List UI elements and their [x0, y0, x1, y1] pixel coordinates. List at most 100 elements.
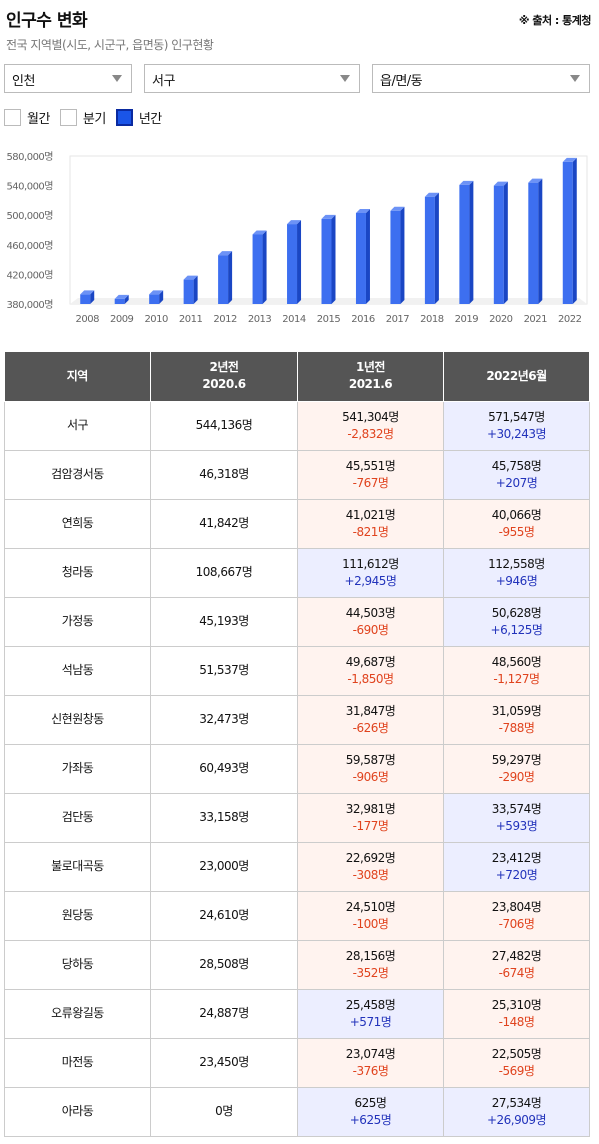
- bar-side-2020: [503, 181, 508, 304]
- cell-2021: 23,074명 -376명: [297, 1037, 444, 1088]
- change-2022: -1,127명: [493, 671, 540, 686]
- value-2022: 45,758명: [491, 458, 542, 473]
- value-2021: 541,304명: [342, 409, 399, 424]
- bar-side-2011: [193, 275, 198, 304]
- region-name: 연희동: [4, 498, 151, 549]
- population-bar-chart: 380,000명 420,000명 460,000명 500,000명 540,000명…: [6, 151, 588, 325]
- bar-top-2020: [493, 181, 508, 186]
- value-2020: 28,508명: [150, 939, 298, 990]
- change-2021: -352명: [352, 965, 389, 980]
- chevron-down-icon: [340, 75, 350, 82]
- value-2021: 625명: [354, 1095, 387, 1110]
- region-name: 불로대곡동: [4, 841, 151, 892]
- cell-2022: 50,628명 +6,125명: [443, 596, 590, 647]
- table-row: 신현원창동 32,473명 31,847명 -626명 31,059명 -788명: [4, 694, 590, 745]
- table-row: 당하동 28,508명 28,156명 -352명 27,482명 -674명: [4, 939, 590, 990]
- value-2022: 22,505명: [491, 1046, 542, 1061]
- cell-2021: 22,692명 -308명: [297, 841, 444, 892]
- checkbox-yearly[interactable]: [115, 109, 133, 126]
- value-2021: 44,503명: [345, 605, 396, 620]
- change-2022: +26,909명: [486, 1112, 547, 1127]
- change-2022: +30,243명: [486, 426, 547, 441]
- region-name: 마전동: [4, 1037, 151, 1088]
- period-option-quarterly[interactable]: 분기: [59, 108, 106, 127]
- sigungu-select[interactable]: 서구: [144, 64, 360, 93]
- table-row: 가좌동 60,493명 59,587명 -906명 59,297명 -290명: [4, 743, 590, 794]
- value-2021: 31,847명: [345, 703, 396, 718]
- bar-side-2012: [228, 251, 233, 304]
- value-2020: 32,473명: [150, 694, 298, 745]
- bar-side-2008: [90, 290, 95, 304]
- change-2022: -569명: [498, 1063, 535, 1078]
- bar-2014: [287, 224, 298, 304]
- period-option-monthly[interactable]: 월간: [4, 108, 50, 127]
- cell-2022: 40,066명 -955명: [443, 498, 590, 549]
- region-name: 청라동: [4, 547, 151, 598]
- value-2021: 41,021명: [345, 507, 396, 522]
- region-name: 아라동: [4, 1086, 151, 1137]
- chevron-down-icon: [570, 75, 580, 82]
- eupmyeondong-select[interactable]: 읍/면/동: [372, 64, 590, 93]
- table-row: 오류왕길동 24,887명 25,458명 +571명 25,310명 -148명: [4, 988, 590, 1039]
- cell-2021: 24,510명 -100명: [297, 890, 444, 941]
- x-tick-label: 2020: [489, 314, 513, 325]
- cell-2021: 49,687명 -1,850명: [297, 645, 444, 696]
- checkbox-monthly[interactable]: [4, 109, 21, 126]
- region-name: 당하동: [4, 939, 151, 990]
- bar-2009: [114, 298, 125, 304]
- value-2022: 27,482명: [491, 948, 542, 963]
- bar-2019: [459, 184, 470, 304]
- cell-2022: 27,534명 +26,909명: [443, 1086, 590, 1137]
- bar-top-2014: [287, 220, 302, 225]
- change-2021: +571명: [349, 1014, 392, 1029]
- cell-2022: 27,482명 -674명: [443, 939, 590, 990]
- cell-2021: 541,304명 -2,832명: [297, 400, 444, 451]
- value-2020: 108,667명: [150, 547, 298, 598]
- value-2022: 25,310명: [491, 997, 542, 1012]
- period-label-monthly: 월간: [27, 112, 50, 127]
- value-2021: 22,692명: [345, 850, 396, 865]
- period-label-quarterly: 분기: [82, 112, 106, 127]
- y-tick-label: 500,000명: [6, 210, 53, 222]
- cell-2021: 32,981명 -177명: [297, 792, 444, 843]
- y-tick-label: 460,000명: [6, 240, 53, 252]
- cell-2022: 48,560명 -1,127명: [443, 645, 590, 696]
- bar-top-2011: [183, 275, 198, 280]
- cell-2022: 23,804명 -706명: [443, 890, 590, 941]
- change-2021: -626명: [352, 720, 389, 735]
- value-2022: 23,804명: [491, 899, 542, 914]
- change-2021: +625명: [349, 1112, 392, 1127]
- value-2022: 59,297명: [491, 752, 542, 767]
- change-2022: +207명: [495, 475, 538, 490]
- change-2021: -1,850명: [347, 671, 394, 686]
- checkbox-quarterly[interactable]: [59, 109, 77, 126]
- value-2022: 23,412명: [491, 850, 542, 865]
- change-2022: +593명: [495, 818, 538, 833]
- x-tick-label: 2017: [386, 314, 410, 325]
- bar-2021: [528, 182, 539, 304]
- region-name: 원당동: [4, 890, 151, 941]
- bar-top-2019: [459, 180, 474, 185]
- bar-2008: [80, 294, 91, 304]
- value-2020: 46,318명: [150, 449, 298, 500]
- table-row: 검단동 33,158명 32,981명 -177명 33,574명 +593명: [4, 792, 590, 843]
- value-2022: 33,574명: [491, 801, 542, 816]
- period-option-yearly[interactable]: 년간: [115, 108, 162, 127]
- value-2021: 28,156명: [345, 948, 396, 963]
- change-2022: -788명: [498, 720, 535, 735]
- cell-2022: 45,758명 +207명: [443, 449, 590, 500]
- bar-top-2021: [528, 178, 543, 183]
- cell-2022: 31,059명 -788명: [443, 694, 590, 745]
- value-2022: 31,059명: [491, 703, 542, 718]
- table-row: 가정동 45,193명 44,503명 -690명 50,628명 +6,125명: [4, 596, 590, 647]
- population-table: 지역 2년전 2020.6 1년전 2021.6 2022년6월 서구 544,136…: [4, 352, 590, 1137]
- value-2021: 45,551명: [345, 458, 396, 473]
- change-2021: -767명: [352, 475, 389, 490]
- table-row: 검암경서동 46,318명 45,551명 -767명 45,758명 +207명: [4, 449, 590, 500]
- value-2020: 51,537명: [150, 645, 298, 696]
- value-2022: 571,547명: [488, 409, 545, 424]
- value-2021: 111,612명: [342, 556, 399, 571]
- bar-2015: [321, 218, 332, 304]
- x-tick-label: 2009: [110, 314, 134, 325]
- sido-select[interactable]: 인천: [4, 64, 132, 93]
